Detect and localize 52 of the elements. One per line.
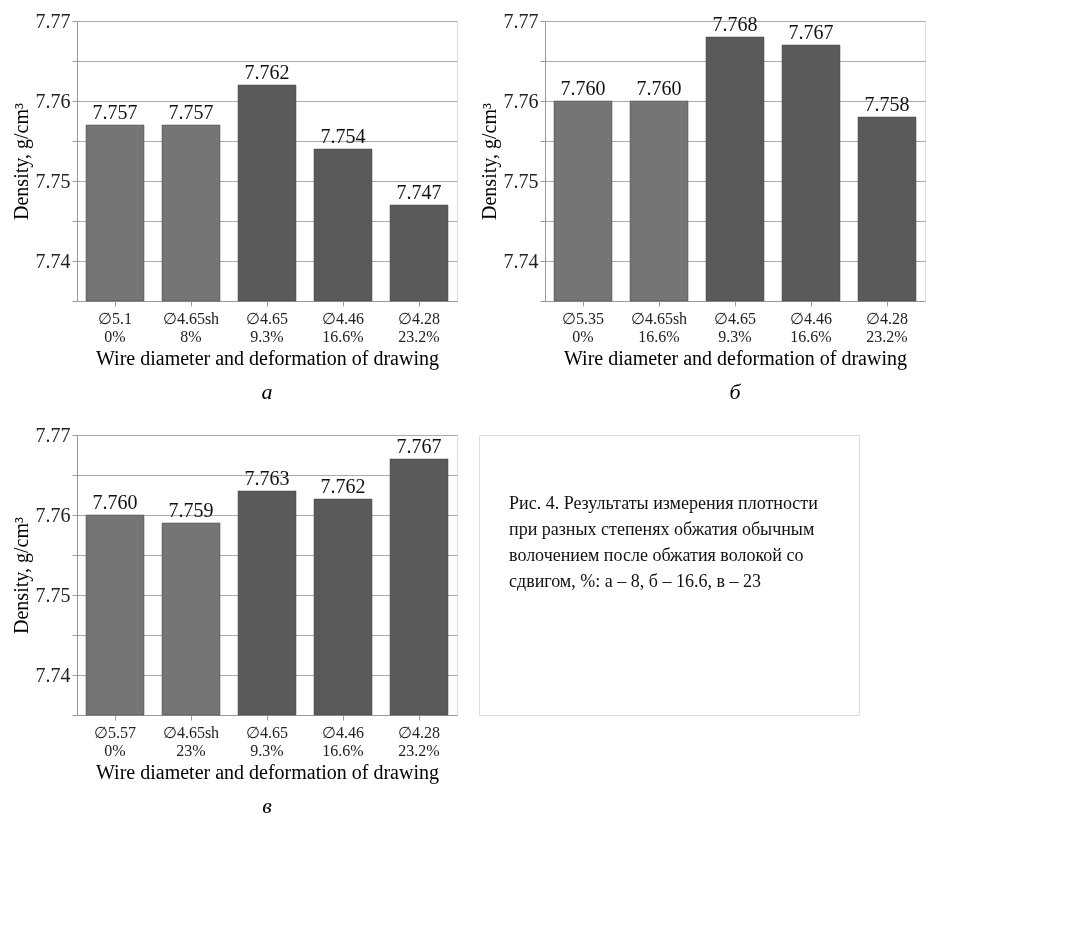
data-label: 7.767 (396, 435, 442, 457)
data-label: 7.760 (92, 491, 138, 513)
text: в (262, 793, 273, 818)
y-tick-label: 7.75 (35, 583, 71, 606)
y-tick-label: 7.77 (503, 9, 539, 32)
x-tick-label: ∅4.65 9.3% (246, 309, 288, 345)
data-label: 7.757 (168, 101, 214, 123)
x-tick-label: ∅4.65sh 16.6% (630, 309, 688, 345)
data-label: 7.747 (396, 181, 442, 203)
y-tick-label: 7.75 (503, 169, 539, 192)
x-axis-title: Wire diameter and deformation of drawing (564, 346, 907, 370)
data-label: 7.757 (92, 101, 138, 123)
y-axis-title: Density, g/cm³ (9, 103, 33, 220)
data-label: 7.768 (712, 13, 758, 35)
x-tick-label: ∅4.65 9.3% (246, 723, 288, 759)
data-label: 7.767 (788, 21, 834, 43)
x-tick-label: ∅4.65sh 23% (162, 723, 220, 759)
x-tick-label: ∅4.46 16.6% (322, 309, 364, 345)
x-tick-label: ∅5.1 0% (98, 309, 132, 345)
x-axis-title: Wire diameter and deformation of drawing (96, 346, 439, 370)
text: б (729, 379, 742, 404)
y-tick-label: 7.77 (35, 423, 71, 446)
x-tick-label: ∅4.28 23.2% (398, 723, 440, 759)
y-tick-label: 7.76 (35, 89, 71, 112)
data-label: 7.754 (320, 125, 366, 147)
y-tick-label: 7.77 (35, 9, 71, 32)
data-label: 7.762 (244, 61, 290, 83)
x-axis-title: Wire diameter and deformation of drawing (96, 760, 439, 784)
data-label: 7.758 (864, 93, 910, 115)
data-label: 7.759 (168, 499, 214, 521)
data-label: 7.760 (636, 77, 682, 99)
y-tick-label: 7.74 (35, 663, 71, 686)
x-tick-label: ∅4.46 16.6% (790, 309, 832, 345)
y-tick-label: 7.76 (35, 503, 71, 526)
y-tick-label: 7.75 (35, 169, 71, 192)
y-tick-label: 7.74 (35, 249, 71, 272)
data-label: 7.762 (320, 475, 366, 497)
data-label: 7.763 (244, 467, 290, 489)
y-axis-title: Density, g/cm³ (9, 517, 33, 634)
x-tick-label: ∅4.28 23.2% (398, 309, 440, 345)
text: Рис. 4. Результаты измерения плотности при разных степенях обжатия обычным волочением после обжатия волокой со сдвигом, %: а – 8, б – 16.6, в – 23 (509, 493, 819, 591)
x-tick-label: ∅4.46 16.6% (322, 723, 364, 759)
text: а (261, 379, 273, 404)
x-tick-label: ∅4.65sh 8% (162, 309, 220, 345)
x-tick-label: ∅4.28 23.2% (866, 309, 908, 345)
y-axis-title: Density, g/cm³ (477, 103, 501, 220)
x-tick-label: ∅5.35 0% (562, 309, 604, 345)
y-tick-label: 7.76 (503, 89, 539, 112)
data-label: 7.760 (560, 77, 606, 99)
y-tick-label: 7.74 (503, 249, 539, 272)
x-tick-label: ∅4.65 9.3% (714, 309, 756, 345)
x-tick-label: ∅5.57 0% (94, 723, 136, 759)
